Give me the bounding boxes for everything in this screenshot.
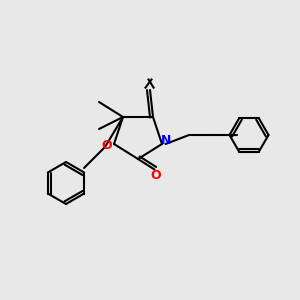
- Text: O: O: [151, 169, 161, 182]
- Text: N: N: [161, 134, 172, 148]
- Text: O: O: [101, 139, 112, 152]
